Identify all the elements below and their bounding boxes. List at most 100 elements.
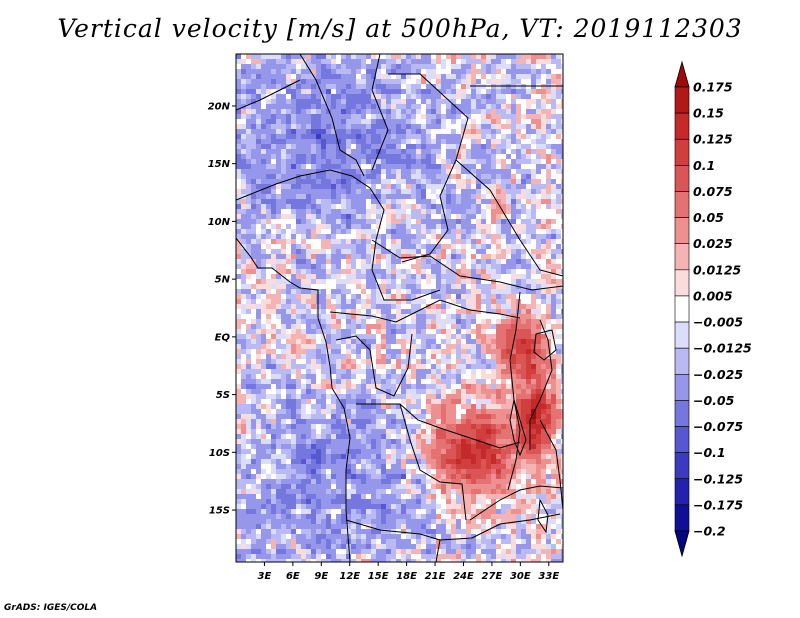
field-cell bbox=[341, 389, 347, 395]
field-cell bbox=[301, 134, 307, 140]
field-cell bbox=[466, 59, 472, 65]
field-cell bbox=[551, 179, 557, 185]
field-cell bbox=[366, 399, 372, 405]
field-cell bbox=[516, 269, 522, 275]
field-cell bbox=[376, 344, 382, 350]
field-cell bbox=[506, 354, 512, 360]
field-cell bbox=[316, 99, 322, 105]
field-cell bbox=[511, 144, 517, 150]
field-cell bbox=[351, 304, 357, 310]
field-cell bbox=[271, 169, 277, 175]
field-cell bbox=[331, 404, 337, 410]
field-cell bbox=[246, 244, 252, 250]
field-cell bbox=[356, 389, 362, 395]
field-cell bbox=[506, 164, 512, 170]
field-cell bbox=[411, 429, 417, 435]
field-cell bbox=[506, 134, 512, 140]
field-cell bbox=[301, 374, 307, 380]
field-cell bbox=[361, 209, 367, 215]
field-cell bbox=[261, 294, 267, 300]
field-cell bbox=[391, 154, 397, 160]
field-cell bbox=[256, 369, 262, 375]
field-cell bbox=[381, 124, 387, 130]
field-cell bbox=[246, 229, 252, 235]
field-cell bbox=[316, 149, 322, 155]
field-cell bbox=[351, 354, 357, 360]
field-cell bbox=[371, 264, 377, 270]
field-cell bbox=[371, 184, 377, 190]
field-cell bbox=[471, 249, 477, 255]
field-cell bbox=[236, 264, 242, 270]
field-cell bbox=[251, 264, 257, 270]
field-cell bbox=[336, 389, 342, 395]
field-cell bbox=[296, 359, 302, 365]
field-cell bbox=[286, 224, 292, 230]
field-cell bbox=[561, 269, 563, 275]
field-cell bbox=[471, 134, 477, 140]
field-cell bbox=[261, 139, 267, 145]
field-cell bbox=[421, 394, 427, 400]
field-cell bbox=[366, 369, 372, 375]
field-cell bbox=[556, 414, 562, 420]
field-cell bbox=[536, 94, 542, 100]
field-cell bbox=[261, 79, 267, 85]
field-cell bbox=[406, 144, 412, 150]
field-cell bbox=[561, 114, 563, 120]
field-cell bbox=[346, 174, 352, 180]
field-cell bbox=[536, 379, 542, 385]
field-cell bbox=[346, 139, 352, 145]
field-cell bbox=[406, 154, 412, 160]
field-cell bbox=[296, 394, 302, 400]
field-cell bbox=[326, 199, 332, 205]
field-cell bbox=[296, 309, 302, 315]
field-cell bbox=[471, 174, 477, 180]
field-cell bbox=[466, 379, 472, 385]
field-cell bbox=[471, 259, 477, 265]
field-cell bbox=[351, 144, 357, 150]
field-cell bbox=[441, 164, 447, 170]
field-cell bbox=[456, 284, 462, 290]
field-cell bbox=[316, 229, 322, 235]
field-cell bbox=[301, 289, 307, 295]
field-cell bbox=[546, 354, 552, 360]
field-cell bbox=[361, 204, 367, 210]
field-cell bbox=[416, 289, 422, 295]
field-cell bbox=[536, 424, 542, 430]
field-cell bbox=[326, 74, 332, 80]
field-cell bbox=[276, 384, 282, 390]
field-cell bbox=[306, 159, 312, 165]
field-cell bbox=[371, 149, 377, 155]
field-cell bbox=[296, 259, 302, 265]
field-cell bbox=[441, 84, 447, 90]
field-cell bbox=[311, 94, 317, 100]
field-cell bbox=[426, 109, 432, 115]
field-cell bbox=[341, 284, 347, 290]
field-cell bbox=[476, 199, 482, 205]
field-cell bbox=[291, 339, 297, 345]
field-cell bbox=[361, 274, 367, 280]
field-cell bbox=[451, 114, 457, 120]
field-cell bbox=[386, 334, 392, 340]
field-cell bbox=[341, 394, 347, 400]
field-cell bbox=[486, 344, 492, 350]
field-cell bbox=[451, 159, 457, 165]
field-cell bbox=[271, 304, 277, 310]
field-cell bbox=[281, 364, 287, 370]
field-cell bbox=[301, 419, 307, 425]
field-cell bbox=[296, 424, 302, 430]
field-cell bbox=[526, 194, 532, 200]
field-cell bbox=[336, 354, 342, 360]
field-cell bbox=[486, 214, 492, 220]
field-cell bbox=[451, 384, 457, 390]
field-cell bbox=[236, 389, 242, 395]
field-cell bbox=[446, 99, 452, 105]
field-cell bbox=[381, 229, 387, 235]
field-cell bbox=[351, 229, 357, 235]
field-cell bbox=[371, 399, 377, 405]
field-cell bbox=[236, 409, 242, 415]
field-cell bbox=[266, 369, 272, 375]
field-cell bbox=[511, 364, 517, 370]
field-cell bbox=[256, 59, 262, 65]
field-cell bbox=[306, 234, 312, 240]
field-cell bbox=[506, 194, 512, 200]
